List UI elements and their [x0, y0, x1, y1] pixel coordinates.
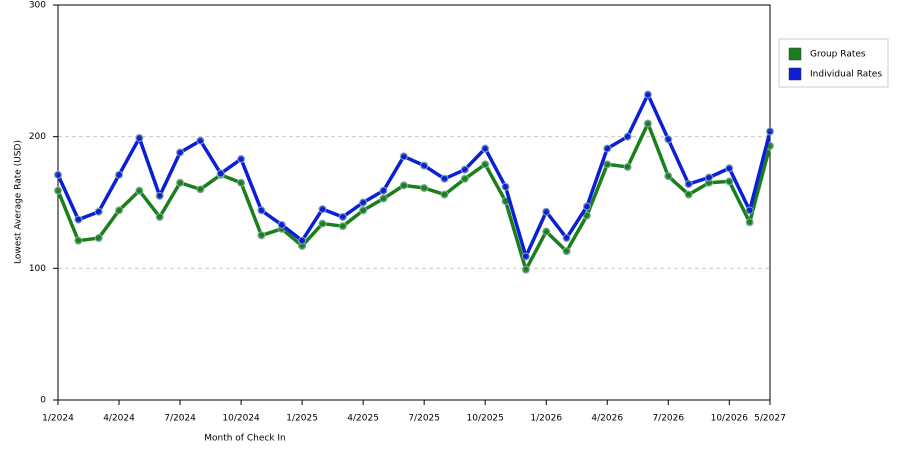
point [399, 181, 408, 190]
point [155, 212, 164, 221]
point [298, 236, 307, 245]
point [399, 152, 408, 161]
point [684, 180, 693, 189]
x-tick-label: 7/2025 [408, 414, 440, 424]
point [277, 220, 286, 229]
point [54, 186, 62, 195]
x-tick-label: 4/2024 [103, 414, 135, 424]
point [704, 173, 713, 182]
point [623, 162, 632, 171]
point [725, 164, 734, 173]
point [318, 219, 327, 228]
legend-label: Group Rates [810, 50, 866, 60]
x-tick-label: 1/2026 [530, 414, 562, 424]
x-tick-label: 1/2025 [286, 414, 318, 424]
x-axis-label: Month of Check In [204, 434, 286, 444]
point [359, 198, 368, 207]
point [115, 206, 124, 215]
point [542, 207, 551, 216]
point [257, 231, 266, 240]
y-tick-label: 0 [40, 396, 46, 406]
point [745, 218, 754, 227]
series-line [56, 92, 772, 259]
point [359, 206, 368, 215]
point [135, 186, 144, 195]
x-tick-label: 10/2024 [222, 414, 260, 424]
point [237, 155, 246, 164]
point [74, 215, 83, 224]
plot-frame [57, 4, 771, 401]
point [338, 212, 347, 221]
point [318, 205, 327, 214]
series-line [56, 121, 772, 272]
point [521, 252, 530, 261]
point [766, 127, 774, 136]
point [603, 160, 612, 169]
point [94, 234, 103, 243]
point [420, 184, 429, 193]
point [501, 182, 510, 191]
point [481, 144, 490, 153]
point [623, 132, 632, 141]
y-tick-label: 100 [29, 264, 46, 274]
point [582, 211, 591, 220]
point [216, 169, 225, 178]
x-tick-label: 7/2024 [164, 414, 196, 424]
point [521, 265, 530, 274]
point [643, 119, 652, 128]
x-tick-label: 10/2025 [467, 414, 504, 424]
point [562, 247, 571, 256]
point [176, 178, 185, 187]
point [196, 136, 205, 145]
legend-swatch [788, 47, 802, 61]
point [542, 227, 551, 236]
point [582, 202, 591, 211]
point [135, 133, 144, 142]
point [745, 206, 754, 215]
point [664, 135, 673, 144]
point [481, 160, 490, 169]
point [237, 178, 246, 187]
legend-swatch [788, 67, 802, 81]
point [460, 165, 469, 174]
legend-label: Individual Rates [810, 70, 882, 80]
point [379, 194, 388, 203]
point [176, 148, 185, 157]
point [562, 234, 571, 243]
point [725, 177, 734, 186]
point [338, 222, 347, 231]
point [440, 174, 449, 183]
point [379, 186, 388, 195]
point [420, 161, 429, 170]
point [643, 90, 652, 99]
y-tick-label: 200 [29, 132, 46, 142]
point [603, 144, 612, 153]
x-tick-label: 4/2026 [591, 414, 623, 424]
x-tick-label: 5/2027 [754, 414, 786, 424]
x-tick-label: 1/2024 [42, 414, 74, 424]
point [440, 190, 449, 199]
point [664, 172, 673, 181]
x-tick-label: 10/2026 [711, 414, 749, 424]
y-tick-label: 300 [29, 1, 46, 11]
y-axis-label: Lowest Average Rate (USD) [14, 140, 24, 264]
point [257, 206, 266, 215]
point [196, 185, 205, 194]
point [460, 174, 469, 183]
point [74, 236, 83, 245]
point [54, 170, 62, 179]
point [115, 170, 124, 179]
point [155, 191, 164, 200]
point [94, 207, 103, 216]
point [684, 190, 693, 199]
x-tick-label: 4/2025 [347, 414, 379, 424]
x-tick-label: 7/2026 [652, 414, 684, 424]
